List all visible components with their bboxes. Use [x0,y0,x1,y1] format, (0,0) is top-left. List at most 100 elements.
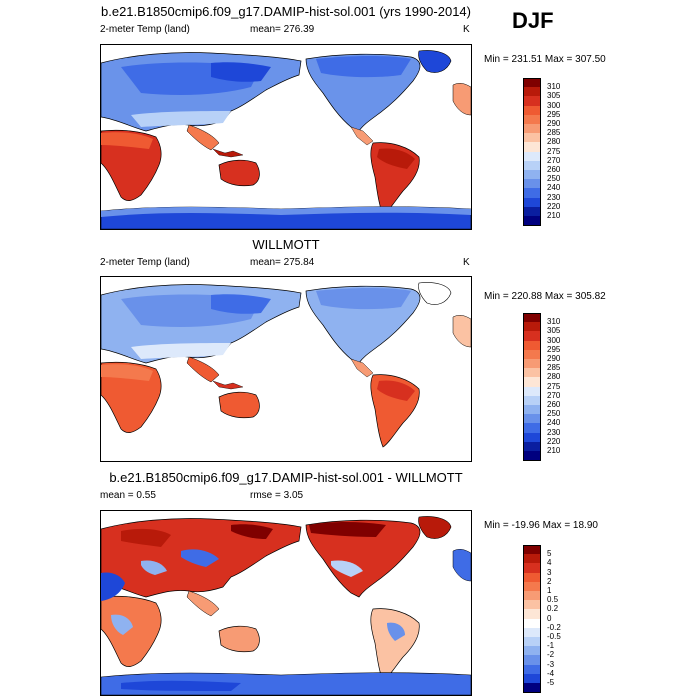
panel2-map [100,276,472,462]
panel2-title: WILLMOTT [252,237,320,252]
colorbar-tick-label: 210 [547,446,561,455]
colorbar-tick-label: 5 [547,549,552,559]
greenland-diff [418,516,452,539]
central-america [350,358,374,378]
eurasia-diff-patch2 [181,549,219,567]
colorbar-swatch [523,683,541,693]
mid-latitude-band [131,111,231,127]
panel3-rmse-label: rmse = 3.05 [250,490,304,501]
colorbar-swatch [523,673,541,684]
colorbar-tick-label: -0.5 [547,632,561,641]
panel1-mean-label: mean= 276.39 [250,24,315,35]
colorbar-swatch [523,545,541,555]
panel1-variable-label: 2-meter Temp (land) [100,24,190,35]
colorbar-tick-label: -5 [547,678,555,687]
panel2-mean-label: mean= 275.84 [250,257,315,268]
amazon-warm [377,380,415,401]
colorbar-swatch [523,206,541,217]
colorbar-swatch [523,618,541,629]
na-diff-hot [309,522,386,537]
colorbar-swatch [523,160,541,171]
sahara-warm [101,364,153,381]
panel3-minmax-label: Min = -19.96 Max = 18.90 [484,520,598,531]
colorbar-tick-label: -3 [547,659,555,669]
colorbar-tick-label: 250 [547,409,561,419]
sahara-warm [101,132,153,149]
colorbar-swatch [523,124,541,134]
south-asia [186,356,220,383]
eurasia-diff-patch4 [231,524,273,539]
eurasia-diff-patch1 [121,528,171,547]
colorbar-swatch [523,441,541,452]
south-asia [186,124,220,151]
south-asia-diff [186,590,220,617]
colorbar-tick-label: 220 [547,436,561,446]
antarctica-edge [101,206,471,217]
panel1-units-label: K [463,24,470,35]
colorbar-swatch [523,395,541,406]
sa-diff-cool [387,622,405,641]
colorbar-swatch [523,151,541,162]
colorbar-tick-label: 275 [547,381,561,391]
australia-landmass [218,159,260,187]
colorbar-swatch [523,414,541,424]
colorbar-tick-label: 0 [547,613,552,623]
colorbar-swatch [523,432,541,443]
amazon-warm [377,148,415,169]
colorbar-tick-label: -1 [547,641,555,651]
colorbar-swatch [523,216,541,226]
africa-diff-cool [111,614,133,635]
central-america [350,126,374,146]
colorbar-tick-label: 260 [547,165,561,174]
canada-cold [316,56,411,78]
colorbar-swatch [523,405,541,415]
colorbar-swatch [523,142,541,153]
panel2-variable-label: 2-meter Temp (land) [100,257,190,268]
colorbar-swatch [523,349,541,360]
eurasia-diff-patch3 [141,560,167,575]
colorbar-tick-label: -2 [547,650,555,660]
colorbar-tick-label: 1 [547,586,552,595]
colorbar-swatch [523,627,541,638]
colorbar-tick-label: 285 [547,128,561,138]
canada-cold [316,288,411,310]
colorbar-swatch [523,359,541,369]
africa-diff-cold [101,572,125,601]
siberia-coldest [211,294,271,314]
colorbar-tick-label: 290 [547,354,561,363]
panel3-mean-label: mean = 0.55 [100,490,156,501]
colorbar-tick-label: 250 [547,174,561,184]
australia-diff [218,625,260,653]
colorbar-tick-label: 295 [547,344,561,354]
colorbar-swatch [523,170,541,180]
colorbar-tick-label: 230 [547,427,561,437]
colorbar-swatch [523,581,541,592]
colorbar-swatch [523,96,541,107]
colorbar-tick-label: 285 [547,363,561,373]
colorbar-swatch [523,197,541,208]
africa-diff [101,595,162,667]
colorbar-swatch [523,655,541,666]
colorbar-tick-label: 310 [547,317,561,327]
colorbar-tick-label: 210 [547,211,561,220]
colorbar-swatch [523,377,541,388]
colorbar-swatch [523,637,541,647]
siberia-coldest [211,62,271,82]
antarctica-diff-patch [121,680,241,691]
colorbar-swatch [523,572,541,583]
colorbar-swatch [523,609,541,620]
panel3-title: b.e21.B1850cmip6.f09_g17.DAMIP-hist-sol.… [109,470,463,485]
colorbar-swatch [523,322,541,332]
season-label: DJF [512,8,554,33]
panel2-minmax-label: Min = 220.88 Max = 305.82 [484,291,606,302]
colorbar-tick-label: 305 [547,326,561,336]
colorbar-tick-label: 290 [547,119,561,128]
colorbar-swatch [523,646,541,656]
australia-landmass [218,391,260,419]
europe-edge [452,315,471,348]
colorbar-swatch [523,188,541,199]
panel1-title: b.e21.B1850cmip6.f09_g17.DAMIP-hist-sol.… [101,4,471,19]
colorbar-tick-label: -0.2 [547,622,561,632]
colorbar-tick-label: 230 [547,192,561,202]
colorbar-tick-label: 310 [547,82,561,92]
